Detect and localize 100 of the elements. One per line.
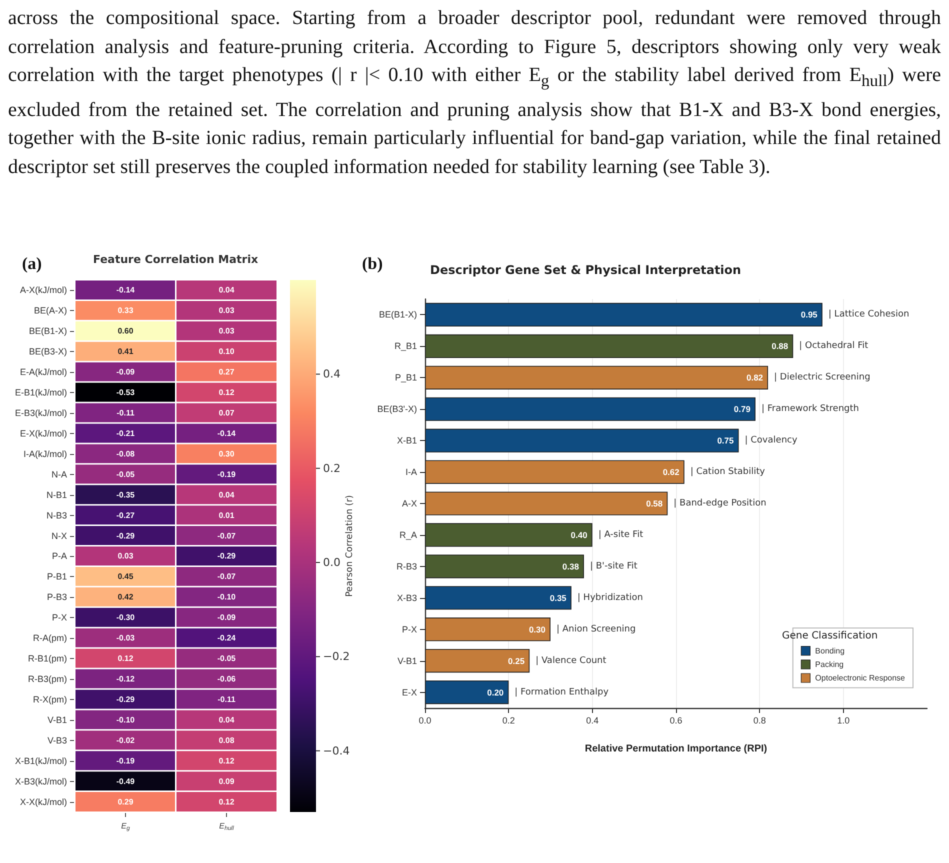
data-label: -0.03: [116, 634, 136, 643]
chart-title: Descriptor Gene Set & Physical Interpretation: [430, 263, 742, 277]
x-axis-title: Relative Permutation Importance (RPI): [584, 744, 768, 754]
color-bar-title: Pearson Correlation (r): [345, 495, 355, 597]
data-label: 0.40: [570, 530, 588, 540]
y-tick-label: X-B3(kJ/mol): [14, 776, 67, 786]
annotation: | Dielectric Screening: [774, 372, 870, 383]
data-label: -0.10: [116, 715, 136, 724]
data-label: 0.03: [118, 552, 134, 561]
data-label: 0.12: [218, 388, 235, 398]
color-bar-label: 0.0: [323, 556, 340, 569]
y-tick-label: BE(A-X): [34, 306, 67, 316]
legend-label: Bonding: [815, 646, 845, 656]
y-tick-label: X-B1(kJ/mol): [14, 756, 67, 766]
data-label: 0.10: [218, 347, 235, 356]
y-tick-label: N-B3: [46, 510, 67, 520]
annotation: | B'-site Fit: [590, 561, 638, 572]
x-tick-label: 1.0: [837, 716, 850, 726]
y-tick-label: V-B1: [397, 656, 417, 666]
data-label: 0.33: [118, 306, 134, 316]
data-label: -0.35: [116, 490, 136, 500]
data-label: -0.06: [217, 674, 236, 684]
data-label: -0.11: [116, 408, 135, 418]
data-label: 0.95: [800, 310, 818, 320]
y-tick-label: N-B1: [46, 490, 67, 500]
y-tick-label: R-X(pm): [33, 694, 67, 704]
data-label: 0.09: [218, 776, 235, 786]
data-label: -0.27: [116, 510, 136, 520]
y-tick-label: P-B1: [46, 572, 67, 582]
y-tick-label: R_B1: [394, 341, 417, 352]
legend-label: Optoelectronic Response: [815, 674, 906, 682]
color-bar-label: −0.4: [323, 744, 350, 758]
color-bar-label: −0.2: [323, 650, 350, 664]
y-tick-label: V-B3: [47, 735, 67, 746]
annotation: | Framework Strength: [761, 404, 859, 414]
annotation: | Formation Enthalpy: [514, 687, 610, 698]
data-label: -0.29: [116, 531, 136, 540]
annotation: | Anion Screening: [556, 624, 636, 634]
legend-title: Gene Classification: [782, 630, 878, 642]
data-label: 0.42: [118, 592, 134, 602]
bar: [425, 302, 822, 327]
data-label: -0.09: [217, 613, 236, 622]
bar: [425, 366, 768, 390]
y-tick-label: P-B3: [46, 592, 67, 602]
y-tick-label: P_B1: [394, 372, 417, 383]
annotation: | Lattice Cohesion: [828, 310, 910, 320]
text: (a): [22, 254, 42, 273]
y-tick-label: BE(B3-X): [28, 346, 67, 357]
data-label: -0.02: [116, 736, 136, 745]
y-tick-label: I-A(kJ/mol): [24, 448, 67, 459]
x-tick-label: 0.0: [418, 716, 432, 726]
data-label: -0.24: [217, 634, 236, 643]
data-label: -0.07: [217, 572, 236, 582]
data-label: 0.82: [746, 372, 764, 383]
bar: [425, 649, 530, 673]
color-bar-label: 0.2: [323, 462, 340, 475]
y-tick-label: N-X: [52, 530, 67, 541]
data-label: 0.04: [218, 286, 235, 295]
y-tick-label: X-B3: [396, 592, 417, 603]
y-tick-label: X-B1: [396, 436, 417, 446]
data-label: 0.27: [218, 368, 235, 377]
y-tick-label: E-A(kJ/mol): [20, 367, 67, 378]
data-label: -0.08: [116, 449, 136, 458]
bar: [425, 492, 668, 516]
bar: [425, 586, 572, 610]
y-tick-label: E-X(kJ/mol): [20, 428, 67, 438]
data-label: 0.58: [646, 498, 663, 508]
data-label: -0.10: [217, 592, 236, 602]
y-tick-label: R-B3(pm): [28, 674, 67, 684]
y-tick-label: V-B1: [47, 714, 67, 725]
data-label: -0.19: [217, 470, 236, 479]
x-tick-label: 0.8: [753, 716, 766, 726]
data-label: -0.09: [116, 368, 136, 377]
bar: [425, 618, 550, 642]
data-label: -0.14: [116, 286, 136, 295]
data-label: -0.11: [218, 694, 236, 704]
y-tick-label: BE(B1-X): [378, 310, 417, 320]
data-label: -0.30: [116, 613, 136, 622]
annotation: | Octahedral Fit: [799, 341, 869, 352]
x-tick-label: 0.6: [670, 716, 682, 726]
text: across the compositional space. Starting from a broader descriptor pool, redundant were removed through correlation analysis and feature-pruning criteria. According to Figure 5, descriptors showing only very weak correlation with the target phenotypes (| r |< 0.10 with either E$_{g}$ or the stability label derived from E$_{hull}$) were excluded from the retained set. The correlation and pruning analysis show that B1-X and B3-X bond energies, together with the B-site ionic radius, remain particularly influential for band-gap variation, while the final retained descriptor set still preserves the coupled information needed for stability learning (see Table 3).: [8, 7, 941, 178]
x-tick-label: 0.2: [502, 716, 515, 726]
data-label: 0.12: [118, 654, 134, 664]
y-tick-label: A-X: [402, 498, 417, 508]
y-tick-label: R-A(pm): [33, 633, 67, 644]
y-tick-label: BE(B1-X): [28, 326, 67, 336]
data-label: 0.88: [772, 341, 788, 352]
data-label: -0.53: [116, 388, 136, 398]
data-label: -0.29: [217, 552, 236, 561]
data-label: 0.60: [118, 326, 134, 336]
data-label: 0.01: [218, 510, 235, 520]
y-tick-label: N-A: [52, 469, 67, 480]
text: (b): [362, 254, 383, 273]
bar: [425, 460, 684, 484]
data-label: 0.45: [118, 572, 134, 582]
annotation: | A-site Fit: [598, 530, 644, 540]
annotation: | Valence Count: [536, 656, 607, 666]
annotation: | Hybridization: [577, 592, 644, 603]
y-tick-label: X-X(kJ/mol): [20, 796, 67, 807]
data-label: 0.08: [218, 736, 235, 745]
